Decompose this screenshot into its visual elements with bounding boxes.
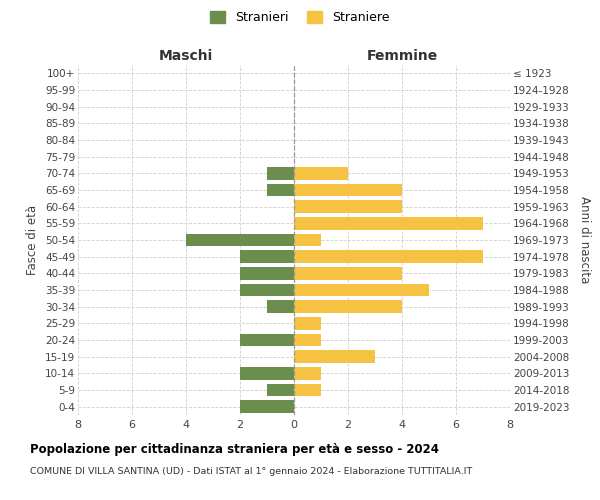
Bar [294, 350, 375, 363]
Bar [294, 267, 402, 280]
Bar [294, 367, 321, 380]
Bar [294, 217, 483, 230]
Bar [294, 184, 402, 196]
Bar [294, 167, 348, 179]
Bar [294, 200, 402, 213]
Bar [294, 317, 321, 330]
Bar [240, 367, 294, 380]
Legend: Stranieri, Straniere: Stranieri, Straniere [205, 6, 395, 29]
Bar [294, 300, 402, 313]
Y-axis label: Anni di nascita: Anni di nascita [578, 196, 591, 284]
Text: Femmine: Femmine [367, 48, 437, 62]
Bar [240, 267, 294, 280]
Text: Maschi: Maschi [159, 48, 213, 62]
Bar [267, 300, 294, 313]
Y-axis label: Fasce di età: Fasce di età [26, 205, 40, 275]
Bar [294, 334, 321, 346]
Bar [267, 184, 294, 196]
Text: Popolazione per cittadinanza straniera per età e sesso - 2024: Popolazione per cittadinanza straniera p… [30, 442, 439, 456]
Bar [240, 284, 294, 296]
Text: COMUNE DI VILLA SANTINA (UD) - Dati ISTAT al 1° gennaio 2024 - Elaborazione TUTT: COMUNE DI VILLA SANTINA (UD) - Dati ISTA… [30, 468, 472, 476]
Bar [294, 384, 321, 396]
Bar [294, 234, 321, 246]
Bar [240, 250, 294, 263]
Bar [240, 334, 294, 346]
Bar [267, 384, 294, 396]
Bar [186, 234, 294, 246]
Bar [294, 284, 429, 296]
Bar [240, 400, 294, 413]
Bar [294, 250, 483, 263]
Bar [267, 167, 294, 179]
